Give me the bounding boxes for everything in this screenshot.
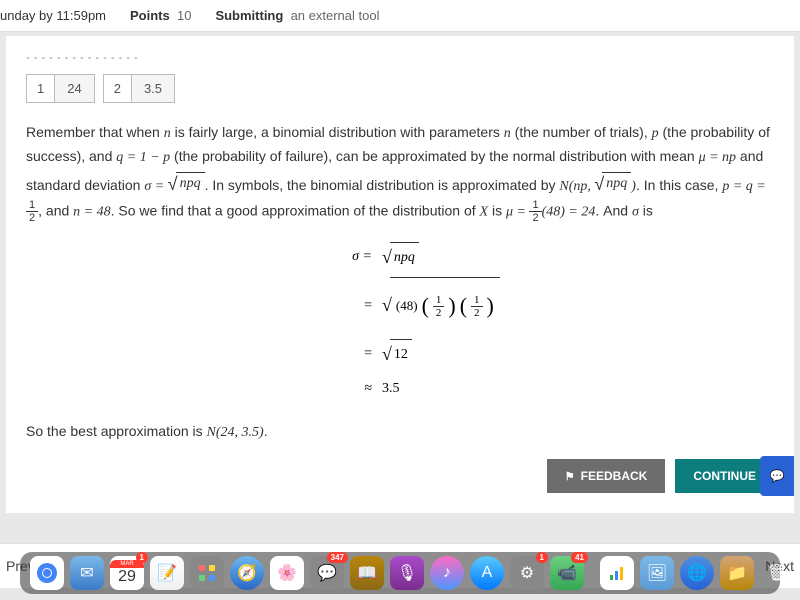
messages-icon[interactable]: 💬347 <box>310 556 344 590</box>
chat-button[interactable]: 💬 <box>760 456 794 496</box>
macos-dock[interactable]: ✉ MAR 29 1 📝 🧭 🌸 💬347 📖 🎙 ♪ A ⚙1 📹41 🖼 🌐… <box>20 552 780 594</box>
feedback-button[interactable]: ⚑ FEEDBACK <box>547 459 666 493</box>
answer-boxes: 1 24 2 3.5 <box>26 74 774 103</box>
assignment-header: unday by 11:59pm Points 10 Submitting an… <box>0 0 800 32</box>
google-earth-icon[interactable]: 🌐 <box>680 556 714 590</box>
safari-icon[interactable]: 🧭 <box>230 556 264 590</box>
trash-icon[interactable]: 🗑 <box>760 556 794 590</box>
partial-header: - - - - - - - - - - - - - - - <box>26 52 774 64</box>
submitting-label: Submitting <box>215 8 283 23</box>
facetime-badge: 41 <box>571 552 588 563</box>
notes-icon[interactable]: 📝 <box>150 556 184 590</box>
flag-icon: ⚑ <box>565 470 575 483</box>
final-answer: So the best approximation is N(24, 3.5). <box>26 423 774 441</box>
calendar-badge: 1 <box>136 552 148 563</box>
mail-icon[interactable]: ✉ <box>70 556 104 590</box>
appstore-icon[interactable]: A <box>470 556 504 590</box>
launchpad-icon[interactable] <box>190 556 224 590</box>
explanation-text: Remember that when n is fairly large, a … <box>26 121 774 224</box>
podcast-icon[interactable]: 🎙 <box>390 556 424 590</box>
numbers-icon[interactable] <box>600 556 634 590</box>
settings-icon[interactable]: ⚙1 <box>510 556 544 590</box>
photos-icon[interactable]: 🌸 <box>270 556 304 590</box>
settings-badge: 1 <box>536 552 548 563</box>
action-buttons: ⚑ FEEDBACK CONTINUE 💬 <box>26 459 774 493</box>
messages-badge: 347 <box>327 552 348 563</box>
answer-2: 2 3.5 <box>103 74 175 103</box>
calendar-icon[interactable]: MAR 29 1 <box>110 556 144 590</box>
answer-1: 1 24 <box>26 74 95 103</box>
chrome-icon[interactable] <box>30 556 64 590</box>
points-label: Points <box>130 8 170 23</box>
reader-icon[interactable]: 📖 <box>350 556 384 590</box>
folder-icon[interactable]: 📁 <box>720 556 754 590</box>
preview-icon[interactable]: 🖼 <box>640 556 674 590</box>
content-card: - - - - - - - - - - - - - - - 1 24 2 3.5… <box>6 36 794 513</box>
submitting-value: an external tool <box>291 8 380 23</box>
chat-icon: 💬 <box>770 469 785 483</box>
facetime-icon[interactable]: 📹41 <box>550 556 584 590</box>
itunes-icon[interactable]: ♪ <box>430 556 464 590</box>
points-value: 10 <box>177 8 191 23</box>
due-date: unday by 11:59pm <box>0 8 106 23</box>
math-derivation: σ = npq = (48) (12) (12) = 12 ≈ 3.5 <box>26 238 774 405</box>
